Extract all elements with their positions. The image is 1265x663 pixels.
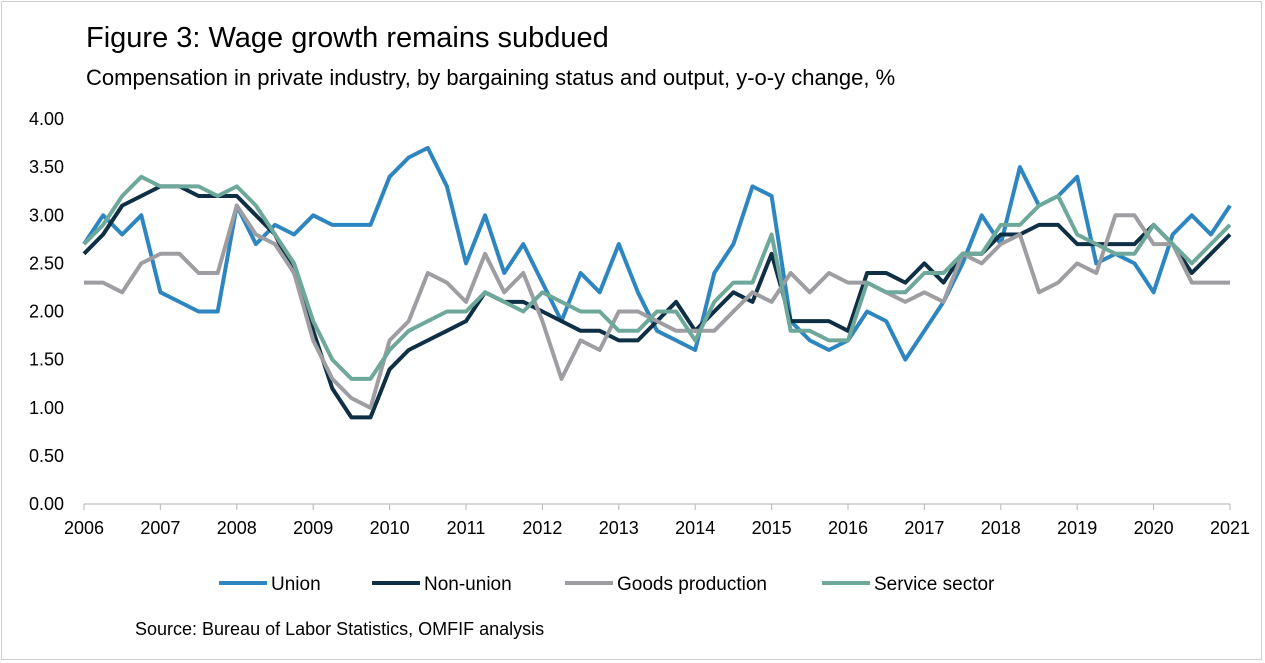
x-tick-label: 2021 <box>1210 518 1250 538</box>
legend-label-goods-production: Goods production <box>617 574 767 595</box>
legend-label-service-sector: Service sector <box>874 574 995 595</box>
y-tick-label: 1.00 <box>29 398 64 418</box>
chart-title: Figure 3: Wage growth remains subdued <box>86 22 609 54</box>
y-tick-label: 2.50 <box>29 253 64 273</box>
chart-source: Source: Bureau of Labor Statistics, OMFI… <box>135 619 545 639</box>
x-tick-label: 2008 <box>217 518 257 538</box>
x-tick-label: 2017 <box>904 518 944 538</box>
x-tick-label: 2014 <box>675 518 715 538</box>
x-tick-label: 2007 <box>140 518 180 538</box>
x-tick-label: 2019 <box>1057 518 1097 538</box>
series-line-non-union <box>82 184 1232 420</box>
y-tick-label: 1.50 <box>29 350 64 370</box>
x-tick-label: 2015 <box>752 518 792 538</box>
y-tick-label: 3.00 <box>29 205 64 225</box>
x-tick-label: 2016 <box>828 518 868 538</box>
x-tick-label: 2011 <box>447 518 486 538</box>
x-tick-label: 2018 <box>981 518 1021 538</box>
legend-label-non-union: Non-union <box>424 574 512 595</box>
x-tick-label: 2009 <box>293 518 333 538</box>
x-tick-label: 2006 <box>64 518 104 538</box>
series-line-union <box>82 145 1232 362</box>
y-tick-label: 4.00 <box>29 109 64 129</box>
series-line-goods-production <box>84 203 1230 410</box>
x-tick-label: 2020 <box>1134 518 1174 538</box>
legend-label-union: Union <box>271 574 321 595</box>
chart-subtitle: Compensation in private industry, by bar… <box>86 65 896 90</box>
y-tick-label: 2.00 <box>29 302 64 322</box>
chart-series <box>82 145 1232 420</box>
x-tick-label: 2012 <box>522 518 562 538</box>
series-line-service-sector <box>82 174 1232 381</box>
y-tick-label: 3.50 <box>29 157 64 177</box>
y-tick-label: 0.50 <box>29 446 64 466</box>
y-tick-label: 0.00 <box>29 494 64 514</box>
chart-axes: 0.00 0.50 1.00 1.50 2.00 2.50 3.00 3.50 4.00 2006… <box>29 109 1250 538</box>
x-tick-label: 2013 <box>599 518 639 538</box>
x-tick-label: 2010 <box>370 518 410 538</box>
chart-legend: Union Non-union Goods production Service se… <box>219 574 995 595</box>
